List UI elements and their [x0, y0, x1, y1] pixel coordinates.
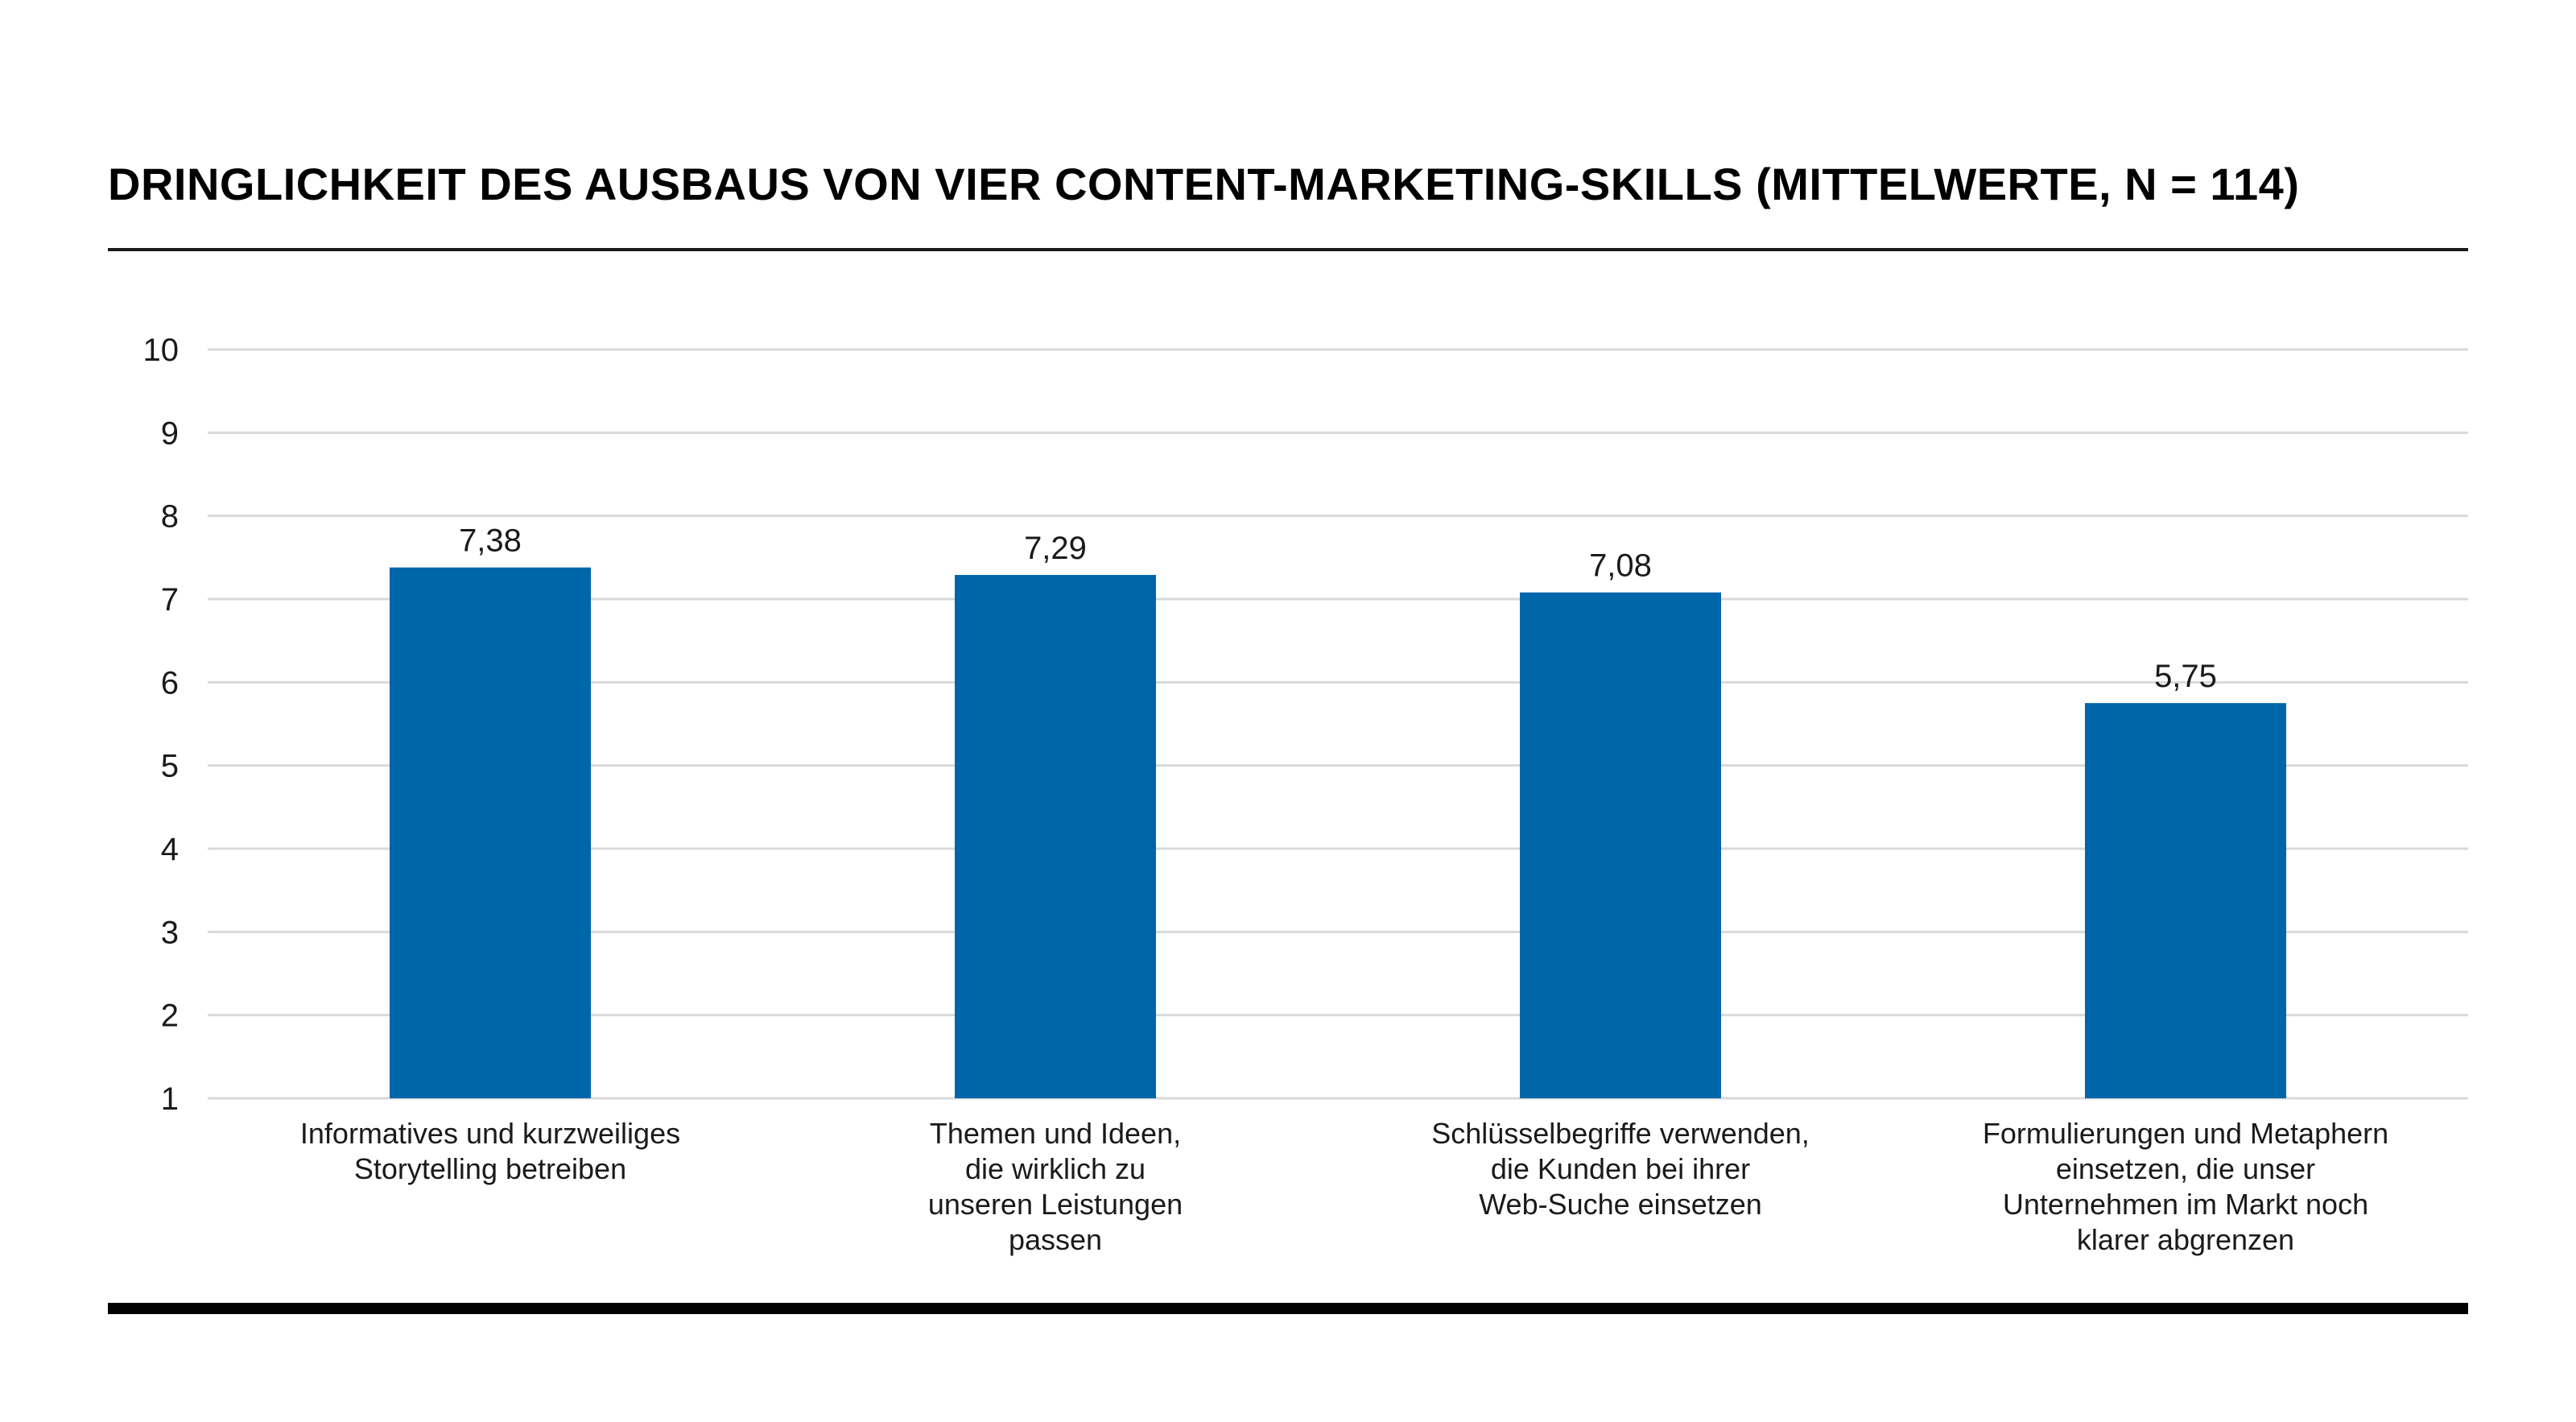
category-label-line: passen: [1009, 1223, 1102, 1256]
bottom-divider: [108, 1303, 2468, 1314]
category-label-line: Themen und Ideen,: [930, 1117, 1181, 1150]
data-label: 7,08: [1589, 548, 1652, 584]
y-tick-label: 4: [161, 832, 179, 867]
category-label-line: Formulierungen und Metaphern: [1983, 1117, 2388, 1150]
category-label-line: Storytelling betreiben: [354, 1152, 626, 1185]
bars: [390, 567, 2286, 1098]
category-label-line: die wirklich zu: [965, 1152, 1146, 1185]
category-label: Schlüsselbegriffe verwenden,die Kunden b…: [1431, 1117, 1810, 1221]
category-label-line: unseren Leistungen: [928, 1188, 1183, 1221]
data-label: 7,38: [459, 523, 522, 559]
category-label-line: einsetzen, die unser: [2056, 1152, 2315, 1185]
category-labels: Informatives und kurzweiligesStorytellin…: [300, 1117, 2388, 1256]
y-tick-label: 9: [161, 415, 179, 451]
bar: [1520, 592, 1721, 1098]
y-tick-label: 10: [143, 333, 180, 368]
y-tick-label: 6: [161, 665, 179, 701]
y-tick-label: 7: [161, 582, 179, 618]
y-axis-ticks: 1 2 3 4 5 6 7 8 9 10: [143, 333, 180, 1117]
y-tick-label: 1: [161, 1081, 179, 1117]
y-tick-label: 8: [161, 499, 179, 535]
y-tick-label: 3: [161, 915, 179, 950]
category-label-line: Unternehmen im Markt noch: [2003, 1188, 2368, 1221]
category-label-line: Informatives und kurzweiliges: [300, 1117, 680, 1150]
data-label: 5,75: [2154, 659, 2217, 694]
category-label-line: Web-Suche einsetzen: [1479, 1188, 1762, 1221]
bar: [955, 575, 1156, 1098]
category-label: Themen und Ideen,die wirklich zuunseren …: [928, 1117, 1183, 1256]
category-label-line: klarer abgrenzen: [2077, 1223, 2294, 1256]
category-label: Informatives und kurzweiligesStorytellin…: [300, 1117, 680, 1185]
y-tick-label: 5: [161, 749, 179, 784]
y-tick-label: 2: [161, 998, 179, 1034]
category-label-line: Schlüsselbegriffe verwenden,: [1431, 1117, 1810, 1150]
data-label: 7,29: [1024, 531, 1087, 566]
bar: [2085, 703, 2286, 1098]
title-divider: [108, 248, 2468, 251]
value-labels: 7,38 7,29 7,08 5,75: [459, 523, 2217, 694]
chart-title: DRINGLICHKEIT DES AUSBAUS VON VIER CONTE…: [108, 159, 2300, 209]
bar: [390, 567, 591, 1098]
category-label-line: die Kunden bei ihrer: [1491, 1152, 1750, 1185]
